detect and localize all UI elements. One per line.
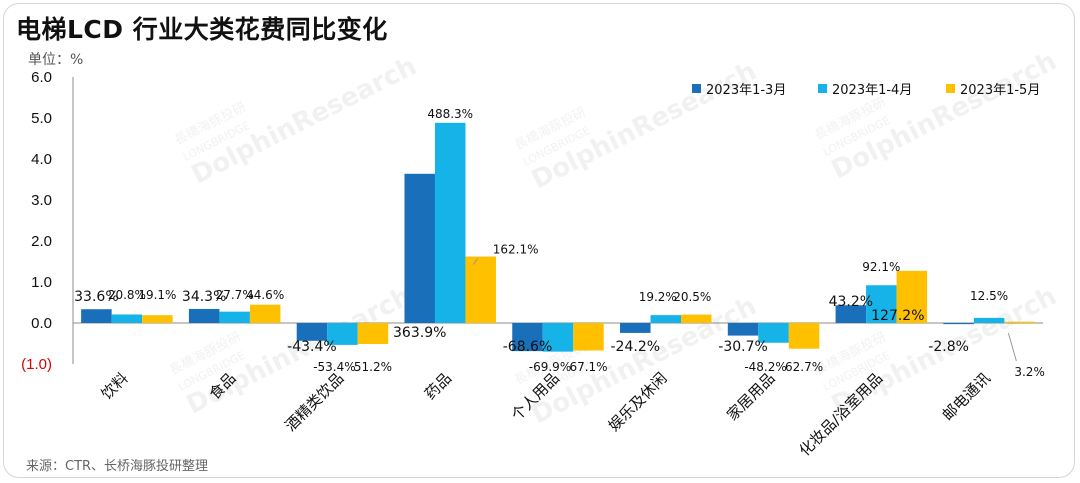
leader-line	[473, 258, 478, 265]
legend-label-series-2: 2023年1-4月	[832, 82, 913, 98]
data-label-series-2: -69.9%	[529, 360, 571, 374]
legend-item-series-1: 2023年1-3月	[692, 79, 787, 98]
data-label-series-3: 162.1%	[493, 243, 539, 257]
data-label-series-3: 67.1%	[569, 360, 607, 374]
bar-1	[404, 173, 435, 323]
data-label-series-3: 19.1%	[138, 288, 176, 302]
legend-swatch-series-1	[692, 83, 701, 93]
data-label-series-2: 12.5%	[970, 289, 1008, 303]
legend-item-series-2: 2023年1-4月	[818, 79, 913, 98]
leader-line	[1007, 332, 1017, 362]
category-label: 家居用品	[723, 369, 778, 424]
data-label-series-3: 44.6%	[246, 288, 284, 302]
data-label-series-1: 33.6%	[74, 289, 118, 305]
data-label-series-1: -43.4%	[287, 339, 337, 355]
y-tick-label: (1.0)	[21, 356, 52, 373]
data-label-series-1: 43.2%	[829, 294, 873, 310]
data-label-series-2: 92.1%	[862, 260, 900, 274]
y-tick-label: 4.0	[31, 151, 52, 168]
bar-2	[111, 314, 143, 323]
bar-1	[188, 308, 220, 323]
bar-1	[727, 323, 759, 336]
y-tick-label: 0.0	[31, 315, 52, 332]
bar-1	[943, 323, 974, 325]
bar-1	[620, 323, 651, 333]
category-label: 酒精类饮品	[282, 369, 348, 435]
bar-3	[896, 270, 928, 323]
bar-3	[465, 256, 496, 323]
bar-3	[357, 323, 389, 344]
legend-swatch-series-3	[946, 83, 955, 93]
data-label-series-2: 19.2%	[639, 290, 677, 304]
bar-2	[758, 323, 789, 343]
data-label-series-3: 127.2%	[871, 308, 924, 324]
bar-1	[835, 305, 867, 323]
data-label-series-2: -53.4%	[313, 360, 355, 374]
data-label-series-3: 51.2%	[354, 360, 392, 374]
data-label-series-1: 363.9%	[393, 325, 446, 341]
legend-label-series-3: 2023年1-5月	[960, 82, 1041, 98]
bar-2	[219, 311, 250, 323]
data-label-series-3: 62.7%	[785, 360, 823, 374]
data-label-series-2: 488.3%	[427, 107, 473, 121]
data-label-series-2: 20.8%	[108, 288, 146, 302]
bar-2	[327, 323, 358, 345]
chart-title: 电梯LCD 行业大类花费同比变化	[16, 15, 388, 44]
bar-2	[542, 323, 574, 352]
bar-2	[973, 317, 1005, 323]
legend-item-series-3: 2023年1-5月	[946, 79, 1041, 98]
data-label-series-3: 20.5%	[673, 290, 711, 304]
data-label-series-1: 34.3%	[182, 289, 226, 305]
chart-frame	[3, 3, 1075, 478]
data-label-series-2: -48.2%	[744, 360, 786, 374]
bar-2	[650, 315, 682, 323]
data-label-series-1: -30.7%	[718, 339, 768, 355]
data-label-series-1: -24.2%	[611, 339, 661, 355]
data-label-series-2: 27.7%	[216, 288, 254, 302]
legend-label-series-1: 2023年1-3月	[706, 82, 787, 98]
category-label: 饮料	[98, 369, 132, 403]
y-tick-label: 3.0	[31, 192, 52, 209]
y-tick-label: 2.0	[31, 233, 52, 250]
bar-2	[866, 285, 897, 323]
bar-3	[142, 315, 173, 323]
source-note: 来源：CTR、长桥海豚投研整理	[26, 459, 209, 474]
legend-swatch-series-2	[818, 83, 827, 93]
bar-1	[296, 323, 328, 341]
category-label: 邮电通讯	[939, 369, 994, 424]
bar-2	[434, 122, 466, 323]
data-label-series-3: 3.2%	[1014, 365, 1045, 379]
bar-3	[788, 323, 820, 349]
bar-3	[249, 304, 281, 323]
y-tick-label: 5.0	[31, 110, 52, 127]
y-tick-label: 6.0	[31, 69, 52, 86]
y-axis-unit-label: 单位：%	[28, 52, 84, 68]
data-label-series-1: -68.6%	[503, 339, 553, 355]
bar-1	[512, 323, 543, 352]
bar-3	[681, 314, 712, 323]
bar-3	[573, 323, 604, 351]
data-label-series-1: -2.8%	[928, 339, 969, 355]
y-tick-label: 1.0	[31, 274, 52, 291]
bar-3	[1004, 321, 1035, 323]
bar-1	[81, 309, 112, 323]
category-label: 药品	[421, 369, 455, 403]
